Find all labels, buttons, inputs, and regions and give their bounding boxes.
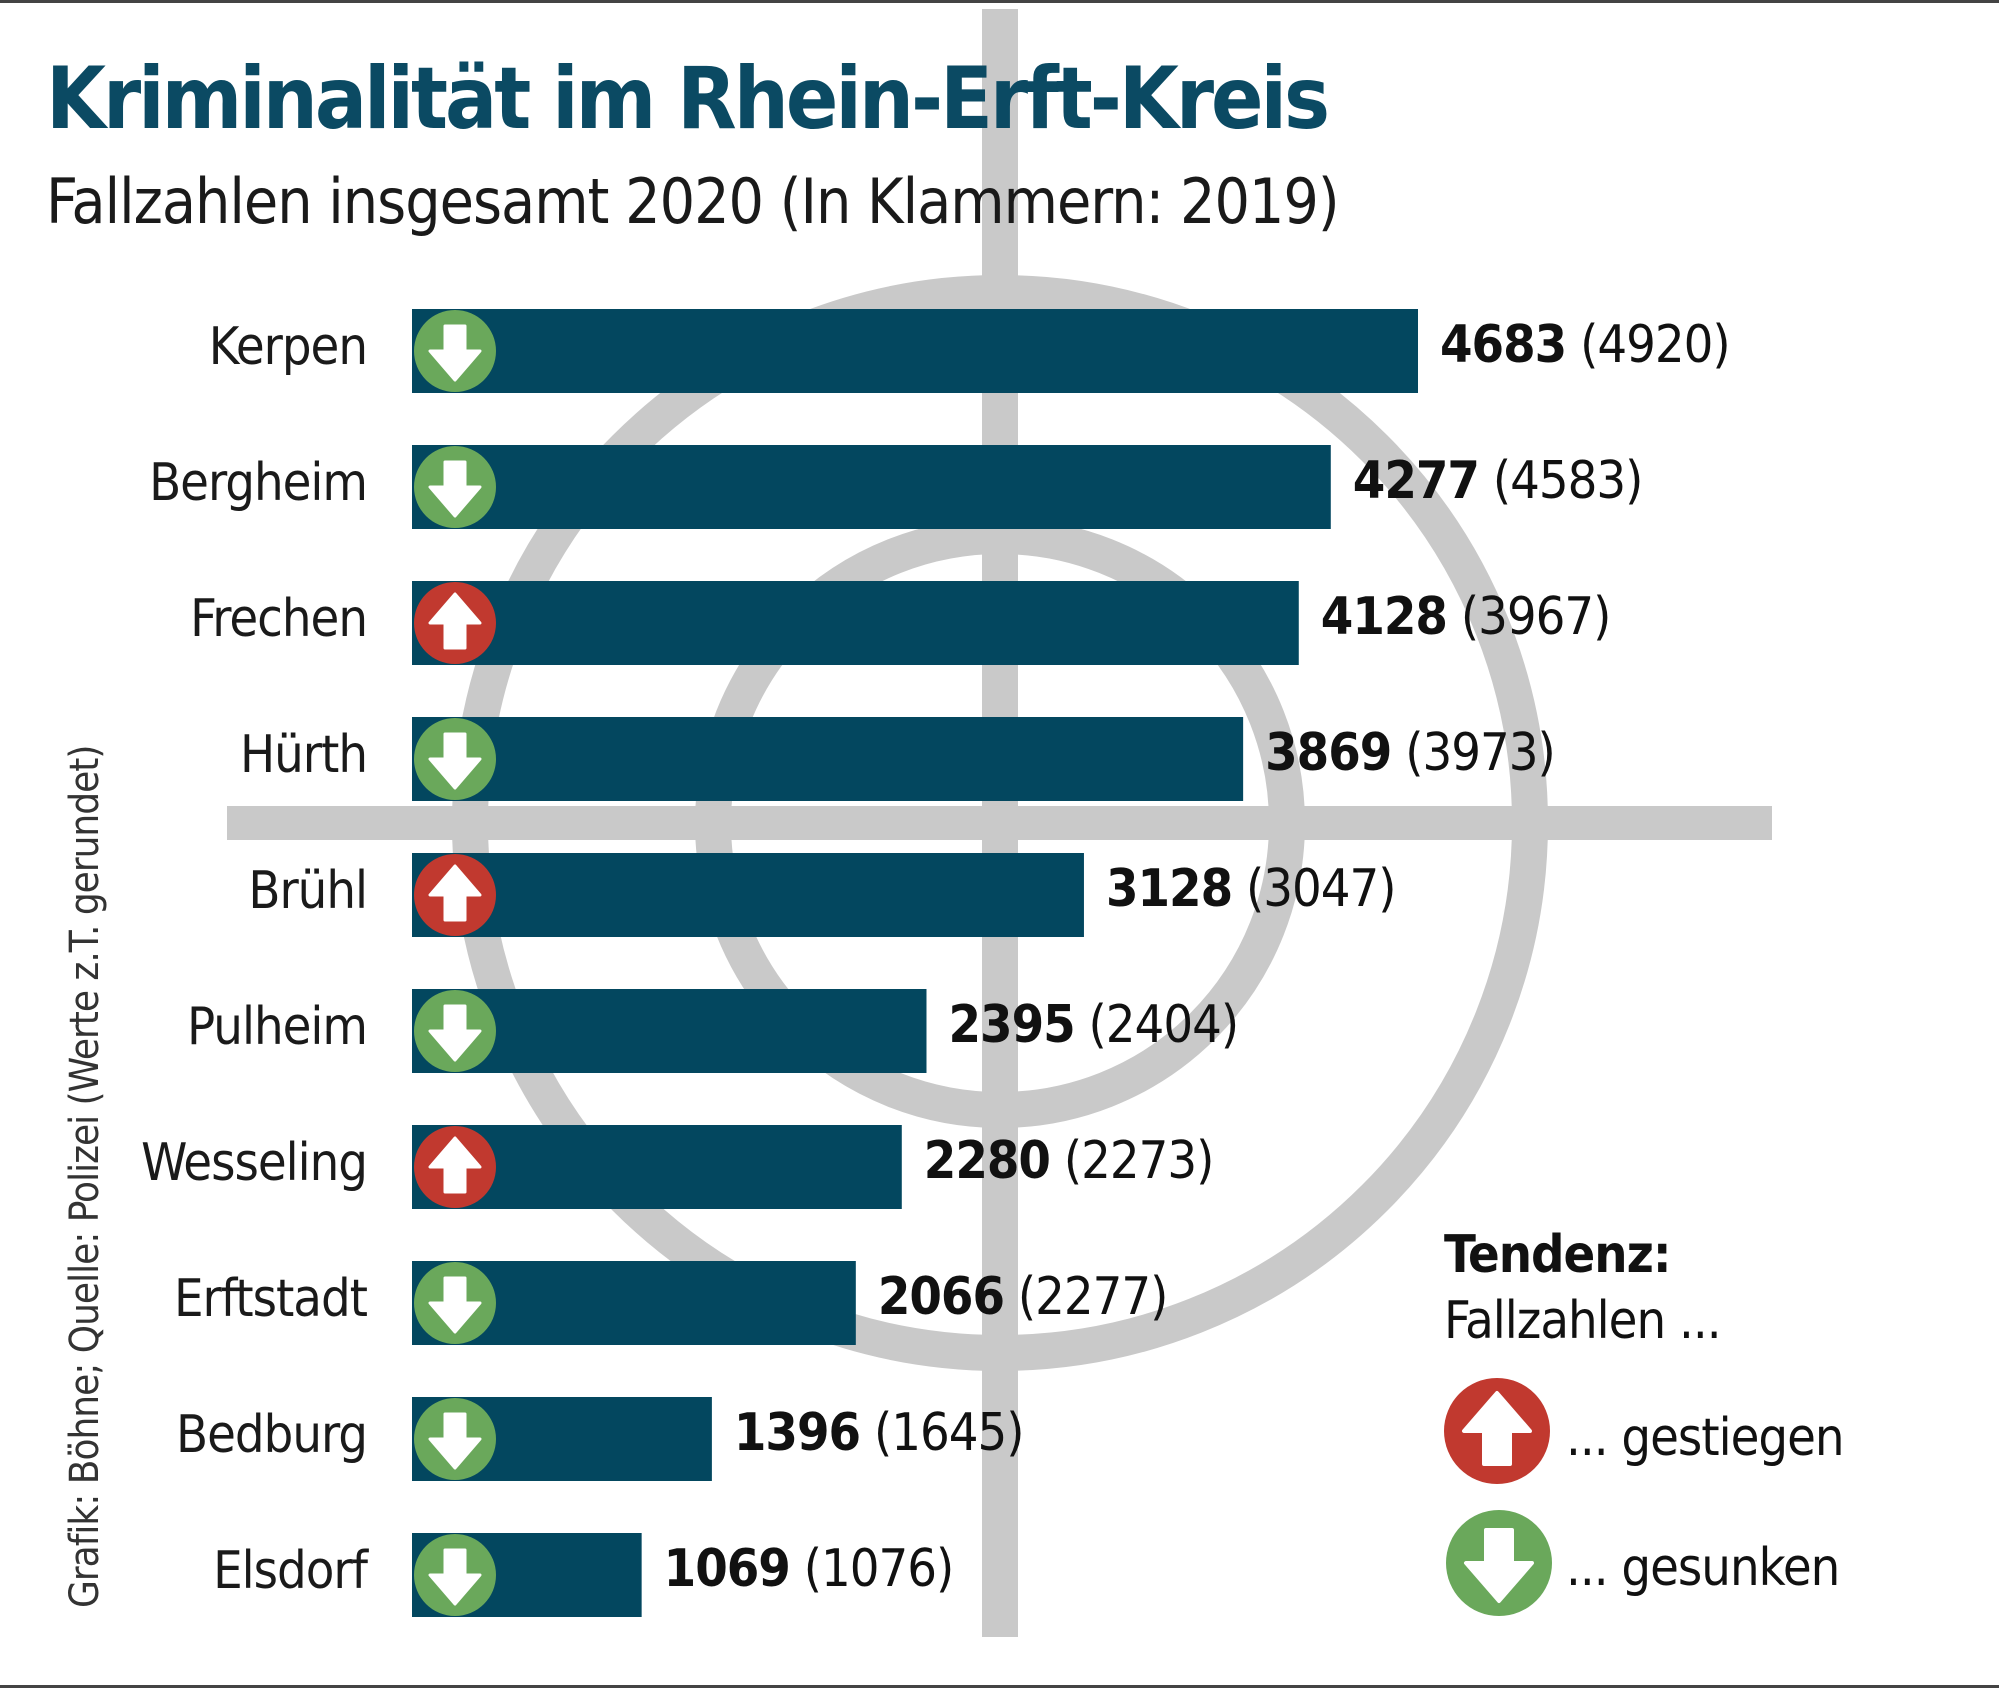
bar-kerpen xyxy=(412,309,1418,393)
value-2020: 4683 xyxy=(1440,315,1567,375)
value-2020: 1069 xyxy=(663,1539,791,1599)
value-2020: 4277 xyxy=(1352,451,1480,511)
arrow-down-icon xyxy=(414,1262,496,1344)
value-2019: (4583) xyxy=(1492,451,1644,511)
arrow-down-icon xyxy=(414,310,496,392)
value-2020: 3869 xyxy=(1265,723,1392,783)
category-label: Kerpen xyxy=(208,317,368,377)
arrow-down-icon xyxy=(414,1534,496,1616)
legend-arrow-up-icon xyxy=(1444,1378,1550,1484)
arrow-down-icon xyxy=(414,718,496,800)
legend-up-label: ... gestiegen xyxy=(1566,1408,1845,1468)
category-label: Wesseling xyxy=(141,1133,368,1193)
value-label: 4128 (3967) xyxy=(1320,587,1612,647)
category-label: Bergheim xyxy=(149,453,368,513)
chart-subtitle: Fallzahlen insgesamt 2020 (In Klammern: … xyxy=(46,165,1340,238)
category-label: Bedburg xyxy=(176,1405,368,1465)
value-2019: (3973) xyxy=(1405,723,1556,783)
bar-chart xyxy=(227,9,1772,1637)
value-label: 4683 (4920) xyxy=(1440,315,1731,375)
arrow-down-icon xyxy=(414,990,496,1072)
value-2020: 2066 xyxy=(877,1267,1005,1327)
legend-title: Tendenz: xyxy=(1444,1225,1672,1285)
bar-hürth xyxy=(412,717,1244,801)
value-2019: (4920) xyxy=(1580,315,1731,375)
legend-subtitle: Fallzahlen ... xyxy=(1444,1291,1722,1351)
bar-pulheim xyxy=(412,989,927,1073)
arrow-down-icon xyxy=(414,446,496,528)
legend-down-label: ... gesunken xyxy=(1566,1538,1840,1598)
value-label: 2280 (2273) xyxy=(923,1131,1215,1191)
arrow-up-icon xyxy=(414,854,496,936)
arrow-down-icon xyxy=(414,1398,496,1480)
value-2019: (2404) xyxy=(1088,995,1240,1055)
value-2020: 4128 xyxy=(1320,587,1448,647)
arrow-up-icon xyxy=(414,1126,496,1208)
chart-title: Kriminalität im Rhein-Erft-Kreis xyxy=(46,49,1330,149)
arrow-up-icon xyxy=(414,582,496,664)
value-label: 4277 (4583) xyxy=(1352,451,1644,511)
bar-brühl xyxy=(412,853,1084,937)
value-label: 1396 (1645) xyxy=(733,1403,1025,1463)
crosshair-horizontal xyxy=(227,806,1772,840)
value-label: 1069 (1076) xyxy=(663,1539,955,1599)
value-2019: (3047) xyxy=(1246,859,1397,919)
source-note: Grafik: Böhne; Quelle: Polizei (Werte z.… xyxy=(62,745,108,1608)
category-label: Erftstadt xyxy=(173,1269,368,1329)
value-2019: (2277) xyxy=(1017,1267,1169,1327)
value-2019: (1645) xyxy=(873,1403,1025,1463)
value-label: 2395 (2404) xyxy=(948,995,1240,1055)
value-2019: (1076) xyxy=(803,1539,955,1599)
category-label: Elsdorf xyxy=(213,1541,368,1601)
bar-bergheim xyxy=(412,445,1331,529)
bar-frechen xyxy=(412,581,1299,665)
category-label: Frechen xyxy=(190,589,368,649)
crosshair-target-decoration xyxy=(227,9,1772,1637)
value-2019: (2273) xyxy=(1063,1131,1215,1191)
value-2020: 2395 xyxy=(948,995,1075,1055)
category-label: Pulheim xyxy=(187,997,368,1057)
value-2020: 2280 xyxy=(923,1131,1051,1191)
category-label: Brühl xyxy=(248,861,368,921)
value-2020: 3128 xyxy=(1105,859,1233,919)
value-2019: (3967) xyxy=(1460,587,1612,647)
value-label: 3869 (3973) xyxy=(1265,723,1556,783)
value-label: 2066 (2277) xyxy=(877,1267,1169,1327)
value-label: 3128 (3047) xyxy=(1105,859,1397,919)
category-label: Hürth xyxy=(239,725,368,785)
legend-arrow-down-icon xyxy=(1446,1510,1552,1616)
value-2020: 1396 xyxy=(733,1403,861,1463)
